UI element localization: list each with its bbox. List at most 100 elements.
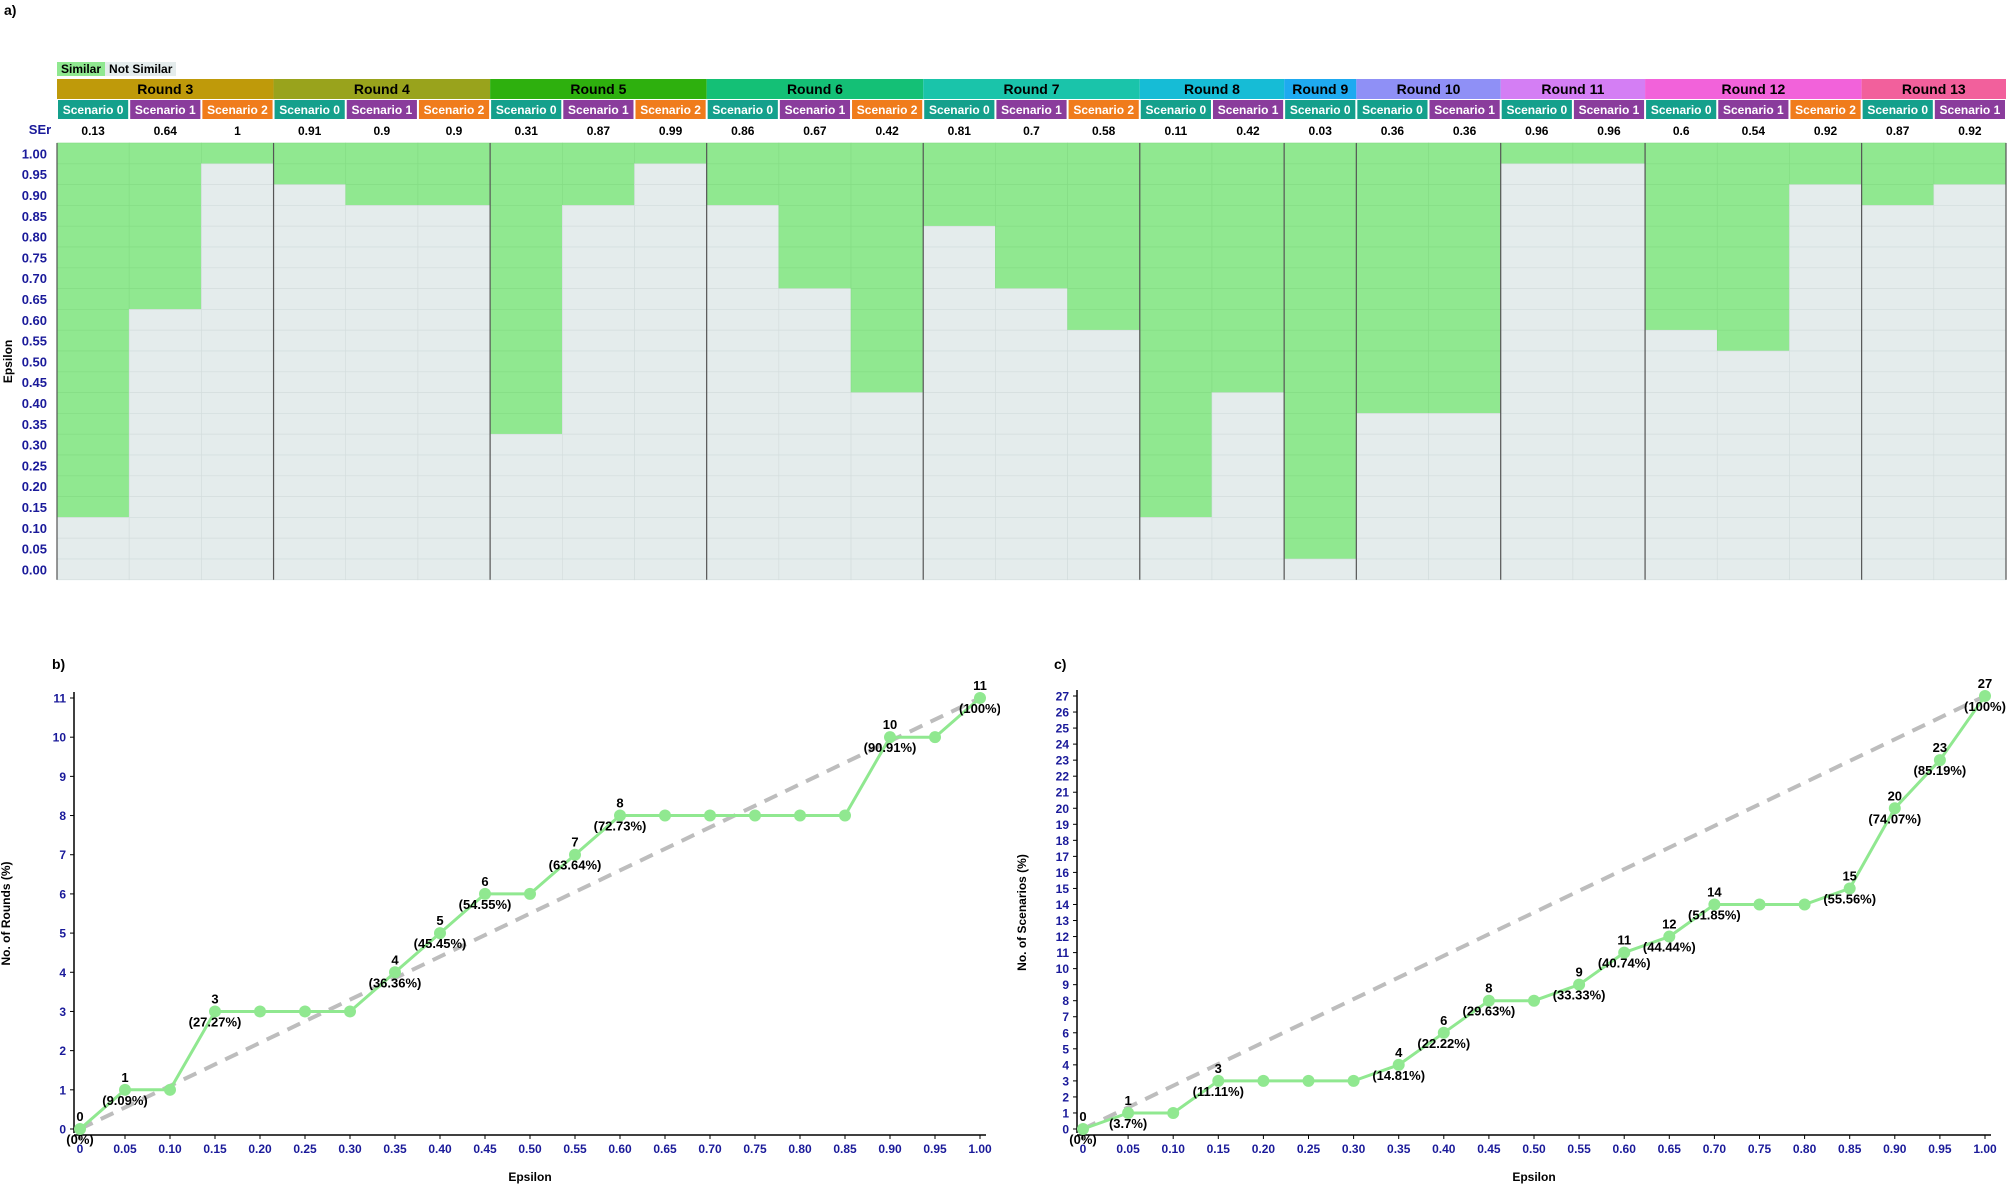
heatmap-cell (273, 537, 347, 560)
heatmap-cell (995, 309, 1068, 331)
heatmap-cell (1356, 496, 1429, 518)
y-tick-label: 7 (1062, 1010, 1069, 1024)
reference-diagonal-line (1082, 694, 1986, 1131)
heatmap-cell (489, 475, 563, 497)
round-header (1645, 79, 1862, 99)
x-tick-label: 0.10 (1162, 1142, 1186, 1156)
heatmap-cell (1500, 517, 1574, 539)
scenario-header-label: Scenario 1 (1434, 103, 1495, 117)
scenario-header-label: Scenario 1 (1579, 103, 1640, 117)
heatmap-cell (561, 350, 635, 373)
heatmap-cell (1861, 433, 1935, 456)
heatmap-cell (128, 246, 202, 269)
heatmap-cell (1861, 371, 1935, 393)
heatmap-cell (634, 517, 707, 539)
heatmap-cell (1861, 329, 1935, 352)
data-point (1347, 1074, 1360, 1087)
round-header-label: Round 6 (787, 81, 843, 97)
heatmap-cell (201, 350, 274, 373)
data-point (1167, 1106, 1180, 1119)
heatmap-cell (778, 288, 852, 310)
heatmap-cell (1644, 142, 1718, 165)
heatmap-cell (778, 246, 852, 269)
heatmap-cell (706, 205, 780, 227)
heatmap-cell (1428, 246, 1502, 269)
heatmap-cell (1067, 184, 1141, 206)
heatmap-cell (1572, 433, 1646, 456)
x-tick-label: 0.20 (248, 1142, 272, 1156)
scenario-header-label: Scenario 1 (785, 103, 846, 117)
heatmap-cell (1356, 329, 1429, 352)
y-tick-label: 7 (59, 848, 66, 862)
x-tick-label: 0.30 (338, 1142, 362, 1156)
heatmap-cell (1356, 288, 1429, 310)
heatmap-cell (56, 517, 130, 539)
heatmap-cell (1933, 184, 2007, 206)
heatmap-cell (706, 392, 780, 414)
heatmap-cell (1933, 329, 2007, 352)
ser-value: 0.11 (1165, 124, 1188, 138)
data-point (929, 731, 941, 744)
heatmap-cell (1861, 392, 1935, 414)
heatmap-cell (1789, 329, 1862, 352)
heatmap-cell (1283, 246, 1357, 269)
heatmap-cell (995, 267, 1068, 289)
scenario-header-label: Scenario 0 (1867, 103, 1928, 117)
x-axis-title: Epsilon (1512, 1170, 1555, 1184)
data-label-percent: (27.27%) (189, 1014, 242, 1029)
heatmap-cell (128, 350, 202, 373)
heatmap-cell (1933, 163, 2007, 185)
heatmap-cell (1716, 142, 1790, 165)
data-label-count: 3 (1215, 1061, 1222, 1076)
data-point (839, 809, 851, 822)
heatmap-cell (1789, 558, 1862, 581)
ser-value: 0.6 (1673, 124, 1690, 138)
heatmap-cell (561, 267, 635, 289)
y-tick-label: 25 (1056, 722, 1070, 736)
heatmap-cell (1500, 537, 1574, 560)
heatmap-cell (995, 205, 1068, 227)
heatmap-cell (1428, 142, 1502, 165)
data-point (659, 809, 671, 822)
heatmap-cell (1211, 309, 1285, 331)
heatmap-cell (634, 496, 707, 518)
round-header (490, 79, 707, 99)
heatmap-cell (201, 309, 274, 331)
y-tick-label: 6 (1062, 1026, 1069, 1040)
heatmap-cell (634, 163, 707, 185)
heatmap-cell (489, 288, 563, 310)
heatmap-cell (850, 537, 924, 560)
heatmap-cell (1283, 184, 1357, 206)
heatmap-cell (1500, 350, 1574, 373)
data-label-count: 12 (1662, 917, 1676, 932)
data-label-percent: (44.44%) (1643, 940, 1696, 955)
x-tick-label: 0.65 (653, 1142, 677, 1156)
heatmap-y-tick: 0.60 (22, 313, 47, 328)
heatmap-cell (417, 537, 491, 560)
heatmap-cell (1067, 537, 1141, 560)
data-point (1528, 994, 1540, 1007)
data-point (1979, 690, 1991, 702)
ser-value: 0.87 (587, 124, 611, 138)
heatmap-cell (1067, 517, 1141, 539)
heatmap-cell (128, 163, 202, 185)
heatmap-cell (1572, 309, 1646, 331)
x-tick-label: 0.80 (1793, 1142, 1817, 1156)
scenario-header (996, 100, 1067, 119)
data-label-percent: (14.81%) (1372, 1068, 1425, 1083)
data-point (1212, 1074, 1225, 1087)
heatmap-cell (1283, 163, 1357, 185)
heatmap-cell (1283, 454, 1357, 477)
scenario-header (1646, 100, 1717, 119)
heatmap-cell (1067, 163, 1141, 185)
y-tick-label: 14 (1056, 898, 1070, 912)
heatmap-cell (850, 496, 924, 518)
data-label-percent: (100%) (959, 701, 1000, 716)
heatmap-cell (995, 350, 1068, 373)
heatmap-cell (634, 475, 707, 497)
heatmap-cell (850, 225, 924, 248)
heatmap-cell (1789, 517, 1862, 539)
heatmap-cell (1933, 392, 2007, 414)
x-tick-label: 0.60 (1613, 1142, 1637, 1156)
heatmap-cell (922, 392, 996, 414)
